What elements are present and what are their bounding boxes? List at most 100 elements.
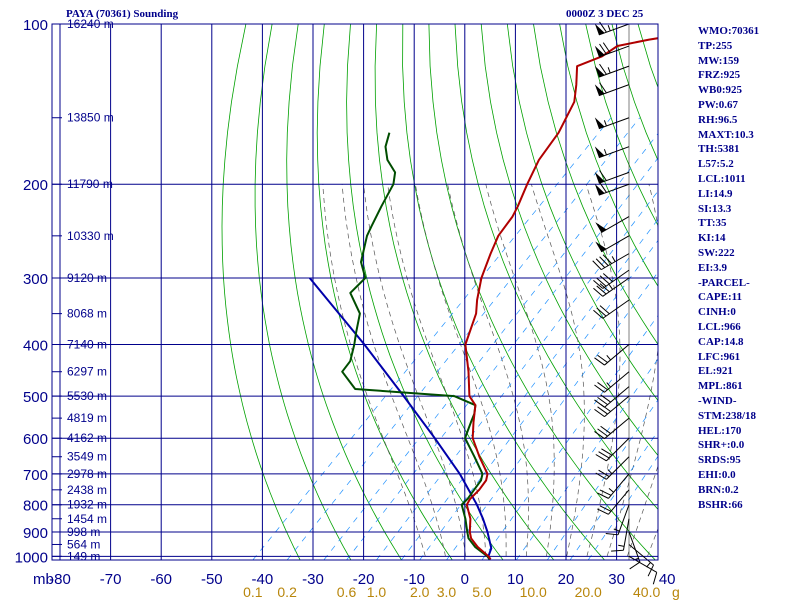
barb-flag: [599, 82, 607, 94]
barb-pennant: [594, 84, 605, 96]
stat-item: SW:222: [698, 246, 735, 259]
barb-flag: [597, 396, 608, 406]
stat-item: SI:13.3: [698, 202, 732, 215]
wind-barb: [594, 344, 630, 366]
dry-adiabat-line: [221, 24, 301, 560]
stat-item: FRZ:925: [698, 69, 741, 82]
height-label: 7140 m: [67, 337, 107, 351]
barb-flag: [599, 275, 610, 285]
barb-flag: [611, 549, 624, 552]
wind-barb: [594, 146, 630, 159]
stat-item: MAXT:10.3: [698, 128, 754, 141]
barb-half-flag: [608, 488, 614, 493]
wind-barb: [594, 395, 630, 418]
barb-shaft: [606, 456, 630, 480]
stat-item: PW:0.67: [698, 98, 739, 111]
barb-shaft: [604, 386, 630, 408]
stat-item: -WIND-: [698, 394, 737, 407]
barb-shaft: [598, 183, 630, 196]
moist-adiabat-line: [387, 184, 487, 557]
stat-item: CINH:0: [698, 306, 736, 319]
stat-item: MW:159: [698, 54, 739, 67]
wind-barb: [595, 437, 630, 462]
height-label: 10330 m: [67, 229, 114, 243]
dry-adiabat-line: [316, 24, 453, 560]
height-label: 2978 m: [67, 467, 107, 481]
wind-barb: [594, 170, 630, 184]
wind-barb: [605, 504, 630, 536]
mixing-ratio-line: [323, 133, 658, 560]
pressure-label: 900: [23, 525, 48, 542]
barb-flag: [597, 492, 609, 499]
height-label: 6297 m: [67, 365, 107, 379]
pressure-label: 300: [23, 271, 48, 288]
pressure-label: 100: [23, 17, 48, 34]
wind-barb: [594, 117, 630, 130]
wind-barb: [594, 417, 630, 440]
mixing-ratio-line: [401, 218, 658, 560]
mixing-ratio-line: [346, 157, 658, 560]
mixing-ratio-label: 0.6: [337, 584, 357, 600]
mixing-ratio-label: 10.0: [520, 584, 547, 600]
stat-item: LFC:961: [698, 350, 741, 363]
dry-adiabat-line: [454, 24, 658, 510]
sounding-profiles: [308, 37, 658, 560]
height-label: 4819 m: [67, 411, 107, 425]
barb-flag: [597, 406, 608, 415]
temperature-label: 20: [558, 571, 575, 588]
pressure-label: 200: [23, 177, 48, 194]
wind-barb: [595, 235, 630, 253]
barb-flag: [594, 431, 605, 440]
wind-barb: [593, 277, 630, 297]
pressure-label: 700: [23, 467, 48, 484]
barb-flag: [595, 472, 607, 480]
parcel-line: [308, 277, 493, 560]
height-label: 149 m: [67, 549, 100, 563]
stat-item: TP:255: [698, 39, 733, 52]
temperature-label: -10: [403, 571, 425, 588]
stat-item: SRDS:95: [698, 454, 741, 467]
barb-pennant: [594, 45, 605, 57]
barb-pennant: [594, 172, 605, 184]
stat-item: TT:35: [698, 217, 727, 230]
stats-panel: WMO:70361 TP:255 MW:159 FRZ:925 WB0:925 PW:0.…: [698, 24, 759, 512]
stat-item: WMO:70361: [698, 25, 760, 37]
stat-item: CAP:14.8: [698, 335, 744, 348]
height-label: 8068 m: [67, 307, 107, 321]
barb-shaft: [602, 299, 630, 319]
moist-adiabat-line: [322, 184, 426, 557]
barb-shaft: [598, 65, 630, 78]
barb-half-flag: [603, 120, 607, 127]
mixing-ratio-unit: g: [672, 584, 680, 600]
moist-adiabat-line: [341, 184, 446, 557]
temperature-label: 30: [608, 571, 625, 588]
barb-shaft: [628, 544, 654, 566]
barb-flag: [629, 561, 641, 570]
pressure-label: 1000: [15, 549, 48, 566]
barb-shaft: [608, 489, 630, 515]
wind-barbs: [592, 21, 658, 585]
stat-item: LI:14.9: [698, 187, 733, 200]
barb-flag: [594, 384, 605, 393]
barb-flag: [596, 307, 607, 317]
temperature-label: -60: [150, 571, 172, 588]
dry-adiabat-line: [480, 24, 658, 456]
sounding-time: 0000Z 3 DEC 25: [566, 8, 644, 20]
dry-adiabat-lines: [221, 24, 800, 561]
height-label: 5530 m: [67, 389, 107, 403]
barb-flag: [599, 283, 610, 293]
barb-pennant: [594, 183, 605, 196]
barb-flag: [602, 273, 613, 282]
barb-shaft: [598, 146, 630, 159]
dry-adiabat-line: [506, 24, 658, 402]
barb-flag: [600, 425, 611, 434]
mixing-ratio-line: [569, 430, 658, 560]
barb-flag: [599, 63, 607, 75]
barb-shaft: [598, 84, 630, 97]
barb-shaft: [604, 344, 630, 366]
barb-flag: [593, 287, 604, 297]
height-label: 564 m: [67, 537, 100, 551]
dry-adiabat-line: [795, 24, 800, 561]
